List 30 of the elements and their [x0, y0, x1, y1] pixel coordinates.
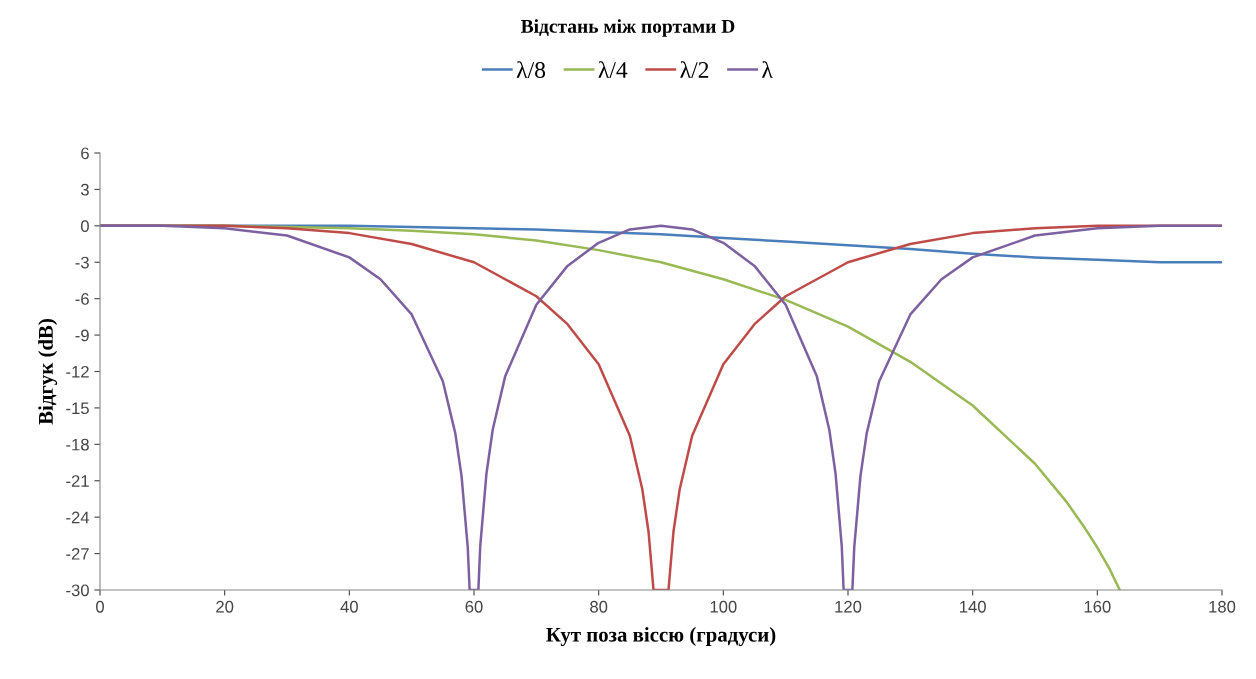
legend-label: λ/8 [516, 61, 546, 78]
x-tick-label: 120 [835, 600, 862, 613]
x-tick-label: 40 [340, 600, 358, 613]
y-tick-label: -9 [75, 329, 89, 342]
y-tick-label: -6 [75, 293, 89, 305]
y-tick-label: 6 [81, 147, 89, 160]
x-tick-label: 140 [960, 600, 986, 613]
y-tick-label: -3 [75, 256, 89, 269]
x-tick-label: 60 [465, 600, 483, 613]
chart-title: Відстань між портами D [520, 19, 735, 37]
y-axis-title: Відгук (dB) [38, 319, 58, 425]
y-tick-label: -24 [66, 511, 90, 524]
legend-label: λ [762, 61, 773, 78]
y-tick-label: -18 [66, 438, 89, 451]
x-tick-label: 0 [96, 600, 104, 613]
y-tick-label: 3 [80, 183, 89, 196]
x-tick-label: 180 [1209, 600, 1236, 613]
y-tick-label: -12 [66, 365, 89, 378]
legend-label: λ/2 [680, 61, 709, 78]
legend-label: λ/4 [598, 61, 628, 78]
y-tick-label: -15 [66, 402, 89, 415]
x-tick-label: 80 [590, 600, 608, 613]
y-tick-label: 0 [80, 220, 89, 233]
x-tick-label: 100 [710, 600, 737, 613]
x-axis-title: Кут поза віссю (градуси) [546, 627, 776, 647]
y-tick-label: -27 [66, 547, 89, 560]
x-tick-label: 160 [1084, 600, 1111, 613]
x-tick-label: 20 [216, 600, 234, 613]
y-tick-label: -21 [66, 475, 89, 487]
y-tick-label: -30 [66, 584, 89, 597]
